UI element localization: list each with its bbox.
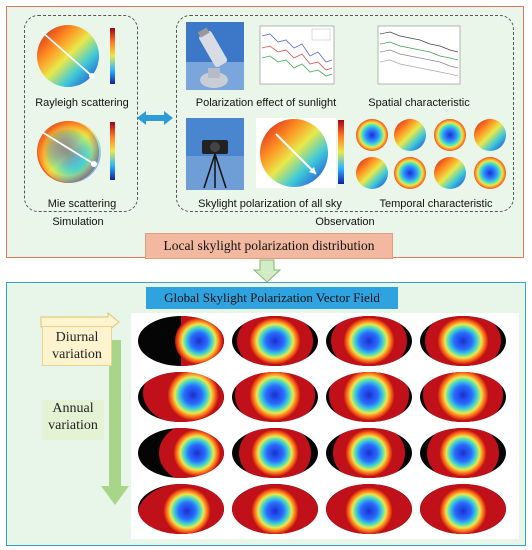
map-cell [420,316,506,366]
temporal-grid [356,119,506,189]
sunlight-label: Polarization effect of sunlight [195,97,337,109]
local-distribution-banner: Local skylight polarization distribution [145,233,393,259]
map-cell [232,372,318,422]
map-cell [138,428,224,478]
map-cell [420,484,506,534]
telescope-photo [186,22,244,90]
map-cell [326,428,412,478]
global-field-banner: Global Skylight Polarization Vector Fiel… [146,287,398,309]
map-cell [232,428,318,478]
map-cell [138,316,224,366]
map-cell [326,484,412,534]
map-cell [232,316,318,366]
diurnal-tag: Diurnal variation [42,326,112,366]
double-arrow-icon [137,111,173,125]
map-row-2 [138,372,506,422]
simulation-section-label: Simulation [52,216,104,228]
telescope-icon [197,27,228,68]
rayleigh-label: Rayleigh scattering [35,97,129,109]
sunlight-spectra-plot [259,25,335,85]
allsky-label: Skylight polarization of all sky [198,198,342,210]
rayleigh-plot [37,25,115,87]
mie-label: Mie scattering [47,198,117,210]
spatial-label: Spatial characteristic [368,97,470,109]
map-cell [420,428,506,478]
map-row-1 [138,316,506,366]
down-arrow-icon [252,259,282,283]
map-cell [326,372,412,422]
camera-photo [186,118,244,190]
temporal-cell [356,119,506,189]
map-cell [138,372,224,422]
map-row-3 [138,428,506,478]
observation-box [176,15,514,212]
map-cell [326,316,412,366]
tripod-camera-icon [202,140,228,189]
temporal-label: Temporal characteristic [379,198,493,210]
map-cell [138,484,224,534]
map-row-4 [138,484,506,534]
allsky-polarization-plot [256,118,344,188]
mie-plot [37,121,115,183]
global-maps [138,316,506,534]
annual-down-arrow-icon [101,340,129,505]
observation-section-label: Observation [315,216,375,228]
map-cell [232,484,318,534]
map-cell [420,372,506,422]
simulation-box [24,15,138,212]
annual-tag: Annual variation [42,400,104,440]
spatial-spectra-plot [377,25,461,85]
